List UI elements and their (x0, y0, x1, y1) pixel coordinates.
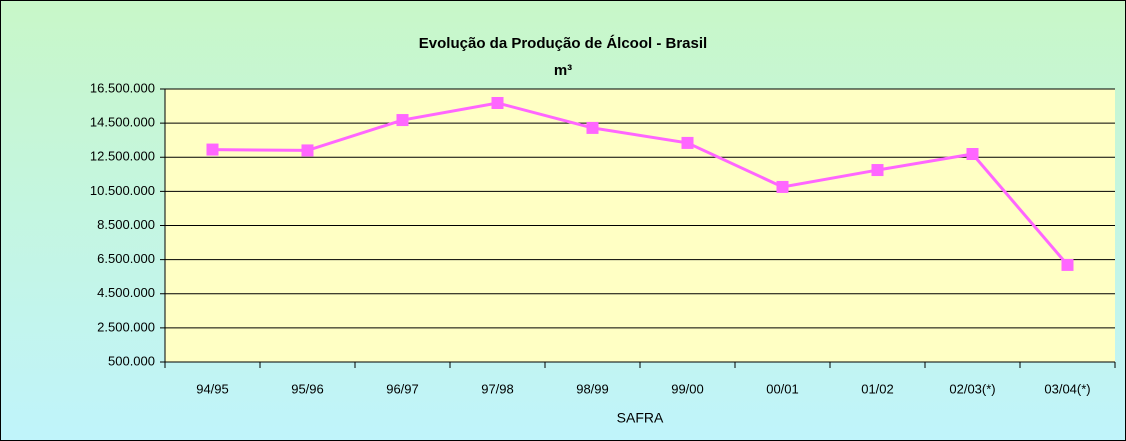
y-tick-label: 500.000 (108, 353, 155, 368)
x-tick-label: 03/04(*) (1044, 381, 1090, 396)
y-tick-label: 16.500.000 (90, 80, 155, 95)
data-line (212, 101, 1069, 266)
chart-subtitle: m³ (554, 62, 572, 79)
y-tick-label: 2.500.000 (97, 319, 155, 334)
data-point (1061, 258, 1074, 271)
x-tick-label: 98/99 (576, 381, 609, 396)
data-point (206, 143, 219, 156)
data-point (776, 180, 789, 193)
x-tick-label: 00/01 (766, 381, 799, 396)
data-point (681, 136, 694, 149)
x-tick-label: 95/96 (291, 381, 324, 396)
y-tick-label: 6.500.000 (97, 251, 155, 266)
data-point (871, 164, 884, 177)
x-tick-label: 94/95 (196, 381, 229, 396)
data-point (396, 114, 409, 127)
y-tick-label: 4.500.000 (97, 285, 155, 300)
data-point (586, 121, 599, 134)
data-point (966, 148, 979, 161)
x-tick-label: 01/02 (861, 381, 894, 396)
x-tick-label: 02/03(*) (949, 381, 995, 396)
data-point (301, 144, 314, 157)
y-tick-label: 14.500.000 (90, 115, 155, 130)
y-tick-label: 12.500.000 (90, 149, 155, 164)
x-tick-label: 97/98 (481, 381, 514, 396)
x-tick-label: 99/00 (671, 381, 704, 396)
x-tick-label: 96/97 (386, 381, 419, 396)
data-point (491, 96, 504, 109)
x-axis-label: SAFRA (617, 410, 664, 426)
chart-title: Evolução da Produção de Álcool - Brasil (419, 35, 707, 52)
y-tick-label: 8.500.000 (97, 217, 155, 232)
y-tick-label: 10.500.000 (90, 183, 155, 198)
